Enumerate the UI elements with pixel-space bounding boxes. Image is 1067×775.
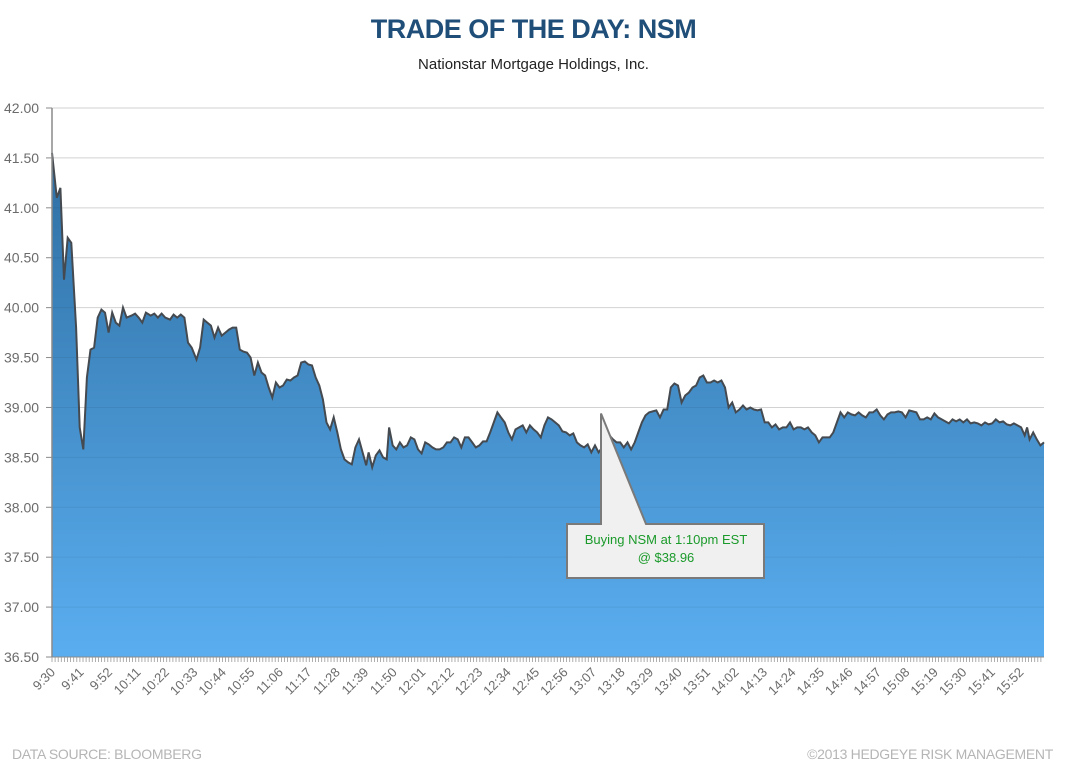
x-tick-label: 15:19 [907,665,941,699]
x-tick-label: 14:57 [850,665,884,699]
annotation-callout [566,413,765,579]
x-tick-label: 9:41 [58,665,87,694]
annotation-line-2: @ $38.96 [637,550,695,565]
x-tick-label: 13:51 [680,665,714,699]
x-axis-labels: 9:30 9:41 9:5210:1110:2210:3310:4410:5511:… [30,665,1027,699]
price-area [52,152,1044,657]
x-tick-label: 12:23 [452,665,486,699]
x-tick-label: 14:35 [793,665,827,699]
gridlines-overlay [52,107,1044,658]
x-tick-label: 11:50 [367,665,400,698]
y-tick-label: 39.50 [4,350,39,366]
x-tick-label: 15:52 [993,665,1027,699]
x-tick-label: 12:45 [509,665,543,699]
y-axis-labels: 42.00 41.50 41.00 40.50 40.00 39.50 39.00 38.50… [4,100,39,665]
y-tick-label: 39.00 [4,399,39,415]
x-tick-label: 12:12 [423,665,457,699]
x-tick-label: 13:40 [651,665,685,699]
y-tick-label: 41.00 [4,200,39,216]
x-tick-label: 15:41 [964,665,998,699]
x-tick-label: 14:24 [765,665,799,699]
chart-subtitle: Nationstar Mortgage Holdings, Inc. [418,56,649,73]
x-tick-label: 11:06 [253,665,286,698]
x-tick-label: 11:39 [338,665,371,698]
y-tick-label: 42.00 [4,100,39,116]
y-tick-label: 37.50 [4,549,39,565]
x-tick-label: 9:30 [30,665,59,694]
x-tick-label: 9:52 [87,665,116,694]
copyright-label: ©2013 HEDGEYE RISK MANAGEMENT [807,746,1053,762]
x-tick-label: 10:11 [111,665,144,698]
x-tick-label: 11:28 [310,665,343,698]
chart-title: TRADE OF THE DAY: NSM [370,14,697,44]
x-tick-label: 11:17 [282,665,315,698]
x-tick-label: 14:02 [708,665,742,699]
x-tick-label: 15:08 [879,665,913,699]
data-source-label: DATA SOURCE: BLOOMBERG [12,746,202,762]
annotation-text: Buying NSM at 1:10pm EST @ $38.96 [568,531,764,567]
y-tick-label: 38.00 [4,499,39,515]
x-tick-label: 10:33 [167,665,201,699]
y-tick-label: 40.50 [4,250,39,266]
x-tick-label: 15:30 [936,665,970,699]
x-tick-label: 13:29 [623,665,657,699]
x-tick-label: 10:44 [195,665,229,699]
axes [46,107,1044,662]
annotation-line-1: Buying NSM at 1:10pm EST [584,532,748,547]
x-tick-label: 14:46 [822,665,856,699]
x-tick-label: 12:56 [537,665,571,699]
x-tick-label: 10:55 [224,665,258,699]
y-tick-label: 36.50 [4,649,39,665]
y-tick-label: 40.00 [4,300,39,316]
x-tick-label: 10:22 [138,665,172,699]
y-tick-label: 41.50 [4,150,39,166]
x-tick-label: 12:34 [480,665,514,699]
price-line [51,152,1045,472]
y-tick-label: 38.50 [4,449,39,465]
x-tick-label: 14:13 [737,665,771,699]
x-tick-label: 13:07 [566,665,600,699]
y-tick-label: 37.00 [4,599,39,615]
x-tick-label: 13:18 [594,665,628,699]
x-tick-label: 12:01 [395,665,429,699]
